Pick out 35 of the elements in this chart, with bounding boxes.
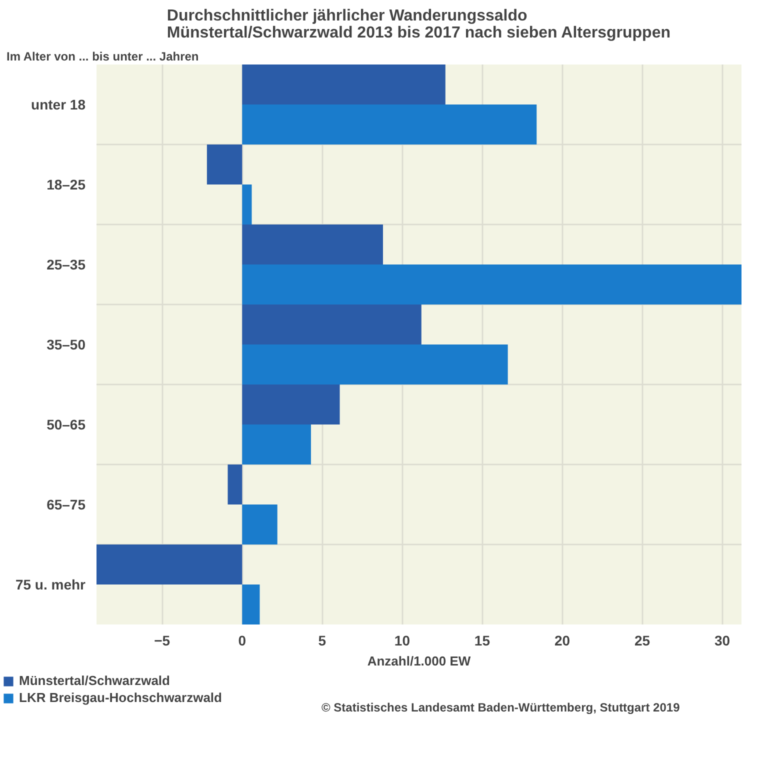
x-tick-label: 0 (238, 632, 246, 648)
y-axis-title: Im Alter von ... bis unter ... Jahren (6, 50, 199, 64)
x-tick-label: 25 (634, 632, 650, 648)
bar (242, 184, 252, 224)
bar (242, 384, 340, 424)
chart-title: Durchschnittlicher jährlicher Wanderungssaldo Münstertal/Schwarzwald 2013 bis 2017 nach sieben Altersgruppen (166, 8, 670, 42)
bar (242, 104, 537, 144)
x-tick-label: 10 (394, 632, 410, 648)
y-tick-label: 50–65 (46, 416, 86, 432)
x-tick-label: 20 (554, 632, 570, 648)
y-tick-label: 35–50 (46, 336, 86, 352)
bar (96, 544, 242, 584)
legend-label: LKR Breisgau-Hochschwarzwald (19, 690, 222, 705)
y-tick-label: 25–35 (46, 256, 86, 272)
bar (242, 424, 311, 464)
x-tick-label: 5 (318, 632, 326, 648)
bar (206, 144, 242, 184)
text: © Statistisches Landesamt Baden-Württemberg, Stuttgart 2019 (322, 700, 680, 715)
x-tick-label: 30 (714, 632, 730, 648)
x-axis-title: Anzahl/1.000 EW (367, 654, 472, 668)
legend-label: Münstertal/Schwarzwald (19, 673, 170, 688)
y-tick-label: 65–75 (46, 496, 86, 512)
bar (228, 464, 242, 504)
bar (242, 504, 278, 544)
y-tick-label: 75 u. mehr (15, 576, 86, 592)
bar (242, 344, 508, 384)
y-tick-label: 18–25 (46, 176, 86, 192)
bar (242, 304, 422, 344)
x-tick-label: −5 (154, 632, 170, 648)
y-tick-label: unter 18 (31, 96, 86, 112)
bar (242, 264, 742, 304)
bar (242, 584, 260, 624)
bar (242, 64, 446, 104)
bar (242, 224, 383, 264)
x-tick-label: 15 (474, 632, 490, 648)
